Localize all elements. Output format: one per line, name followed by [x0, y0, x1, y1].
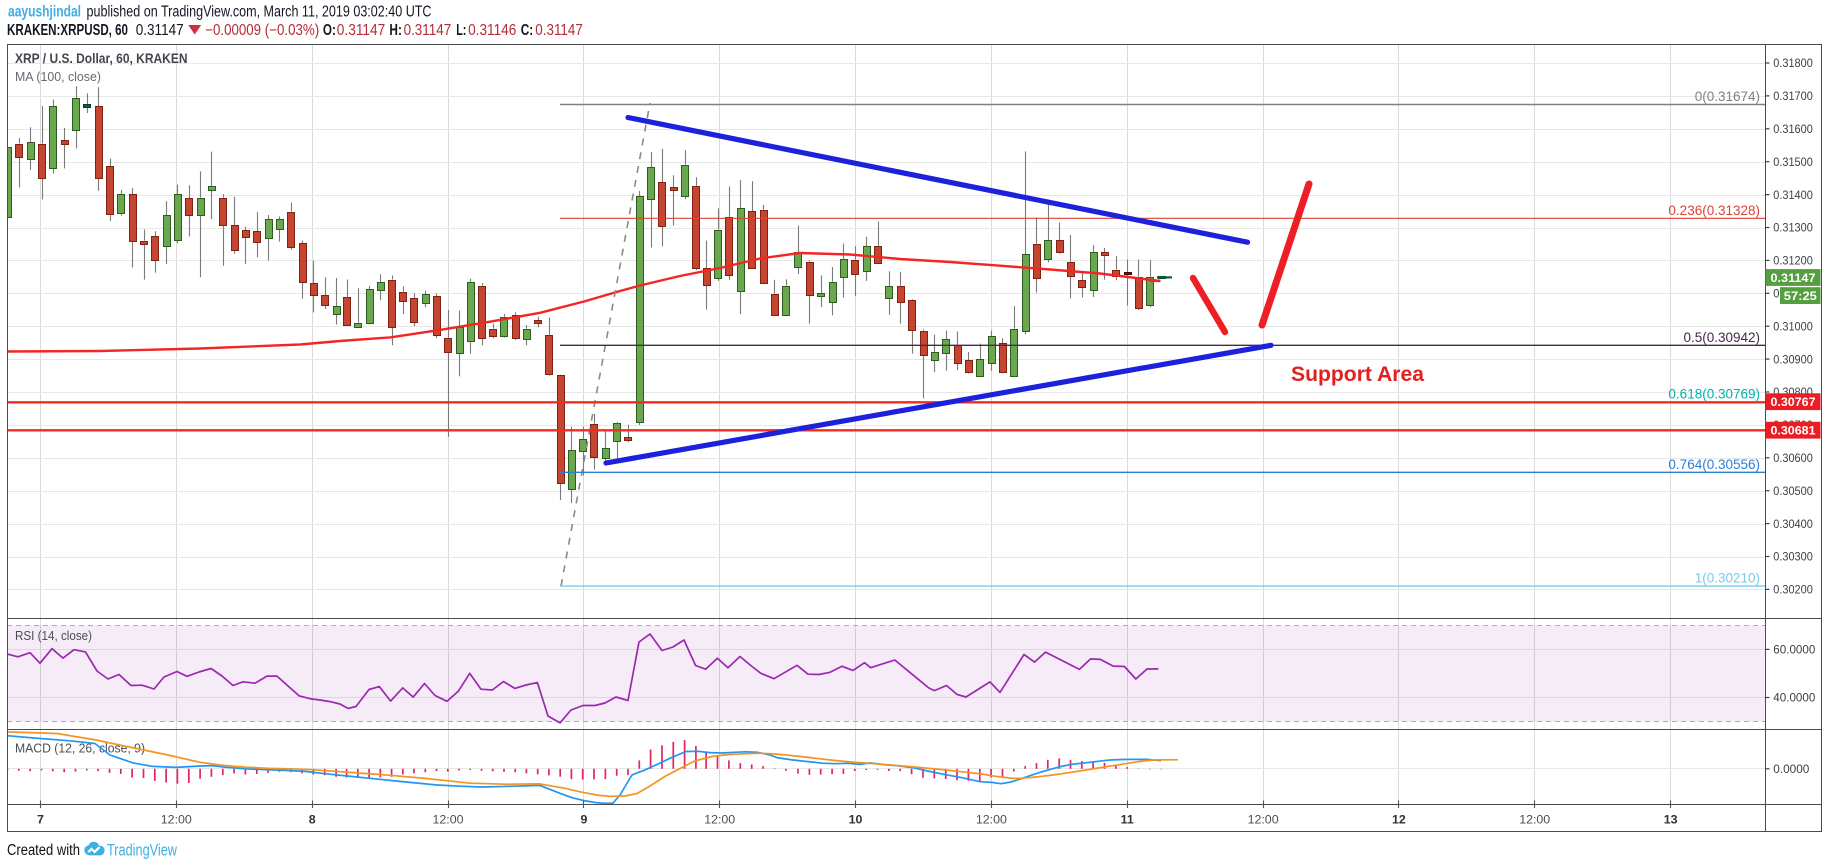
svg-text:0.31600: 0.31600 [1773, 122, 1813, 136]
svg-text:0.31200: 0.31200 [1773, 254, 1813, 268]
svg-text:0.30681: 0.30681 [1771, 424, 1816, 438]
svg-text:0.31400: 0.31400 [1773, 188, 1813, 202]
svg-text:11: 11 [1121, 812, 1134, 826]
svg-text:MACD (12, 26, close, 9): MACD (12, 26, close, 9) [15, 741, 145, 756]
svg-text:1(0.30210): 1(0.30210) [1695, 571, 1760, 586]
svg-text:0.30400: 0.30400 [1773, 517, 1813, 531]
svg-text:9: 9 [580, 812, 587, 826]
svg-text:0.5(0.30942): 0.5(0.30942) [1683, 330, 1760, 345]
svg-text:0.30600: 0.30600 [1773, 451, 1813, 465]
svg-text:0.31500: 0.31500 [1773, 155, 1813, 169]
svg-text:12:00: 12:00 [432, 812, 463, 826]
svg-text:0.618(0.30769): 0.618(0.30769) [1668, 387, 1760, 402]
svg-text:published on TradingView.com,: published on TradingView.com, March 11, … [87, 4, 432, 21]
svg-text:MA (100, close): MA (100, close) [15, 69, 101, 84]
svg-text:0.30767: 0.30767 [1771, 395, 1816, 409]
svg-text:XRP / U.S. Dollar, 60, KRAKEN: XRP / U.S. Dollar, 60, KRAKEN [15, 51, 188, 66]
svg-text:40.0000: 40.0000 [1773, 691, 1815, 705]
svg-text:0.31147: 0.31147 [136, 22, 184, 39]
svg-text:0.31147: 0.31147 [404, 22, 452, 39]
svg-text:H:: H: [389, 22, 402, 39]
svg-text:KRAKEN:XRPUSD, 60: KRAKEN:XRPUSD, 60 [7, 22, 128, 39]
svg-text:60.0000: 60.0000 [1773, 643, 1815, 657]
svg-text:O:: O: [323, 22, 336, 39]
svg-text:TradingView: TradingView [107, 842, 177, 860]
svg-text:0.236(0.31328): 0.236(0.31328) [1668, 203, 1760, 218]
svg-text:0.31000: 0.31000 [1773, 319, 1813, 333]
svg-text:0.31800: 0.31800 [1773, 56, 1813, 70]
svg-text:L:: L: [456, 22, 466, 39]
svg-text:0.30300: 0.30300 [1773, 550, 1813, 564]
svg-text:0(0.31674): 0(0.31674) [1695, 89, 1760, 104]
svg-text:Created with: Created with [7, 842, 80, 859]
svg-text:0.0000: 0.0000 [1773, 762, 1809, 776]
svg-text:12:00: 12:00 [976, 812, 1007, 826]
svg-text:12:00: 12:00 [704, 812, 735, 826]
svg-text:12:00: 12:00 [1248, 812, 1279, 826]
svg-text:0.31300: 0.31300 [1773, 221, 1813, 235]
svg-text:8: 8 [309, 812, 316, 826]
svg-text:RSI (14, close): RSI (14, close) [15, 628, 92, 643]
svg-text:C:: C: [521, 22, 534, 39]
svg-text:13: 13 [1664, 812, 1678, 826]
svg-text:Support Area: Support Area [1291, 363, 1424, 386]
svg-text:0.764(0.30556): 0.764(0.30556) [1668, 457, 1760, 472]
svg-text:0.31147: 0.31147 [337, 22, 386, 39]
svg-text:0.31146: 0.31146 [468, 22, 516, 39]
svg-text:12: 12 [1392, 812, 1406, 826]
svg-text:0.31147: 0.31147 [535, 22, 583, 39]
svg-text:12:00: 12:00 [1519, 812, 1550, 826]
svg-text:12:00: 12:00 [161, 812, 192, 826]
svg-text:7: 7 [37, 812, 44, 826]
svg-text:0.30200: 0.30200 [1773, 583, 1813, 597]
svg-text:10: 10 [849, 812, 863, 826]
svg-text:aayushjindal: aayushjindal [8, 4, 81, 21]
svg-text:0.30900: 0.30900 [1773, 352, 1813, 366]
svg-text:0.31700: 0.31700 [1773, 89, 1813, 103]
svg-text:−0.00009 (−0.03%): −0.00009 (−0.03%) [205, 22, 319, 39]
svg-text:57:25: 57:25 [1784, 289, 1817, 303]
svg-text:0.31147: 0.31147 [1771, 271, 1816, 285]
svg-text:0.30500: 0.30500 [1773, 484, 1813, 498]
